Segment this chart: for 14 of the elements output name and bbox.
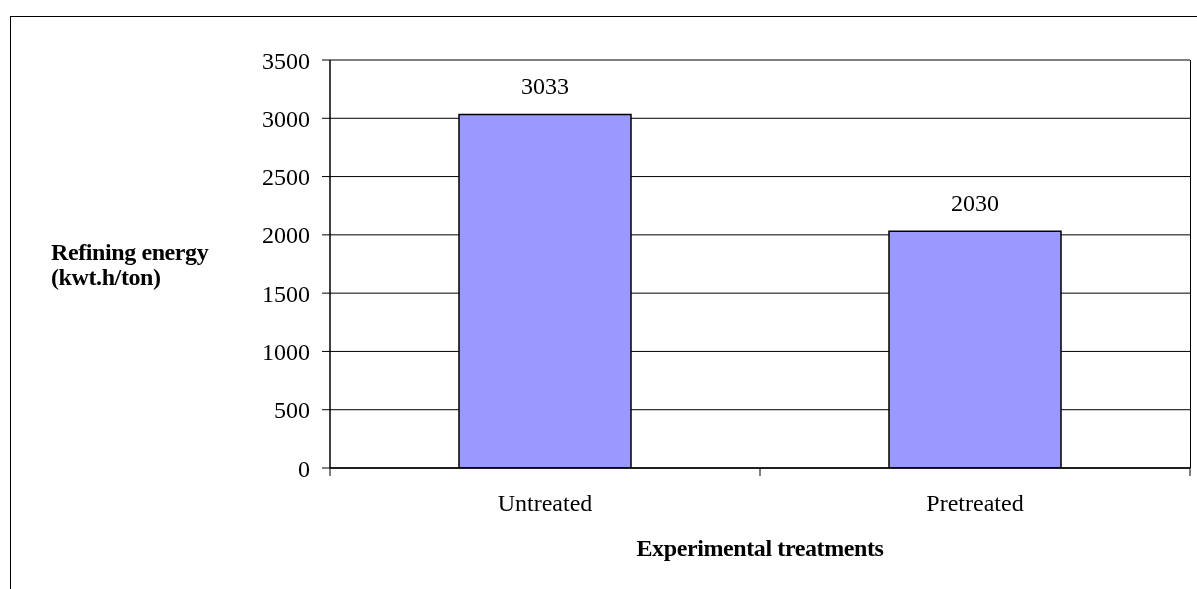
y-tick-label: 500 (274, 397, 310, 424)
x-tick-label: Untreated (497, 490, 593, 516)
y-tick-label: 2000 (262, 222, 310, 249)
y-tick-label: 0 (298, 455, 310, 482)
y-tick-label: 1500 (262, 280, 310, 307)
y-tick-label: 3000 (262, 105, 310, 132)
y-tick-label: 1000 (262, 338, 310, 365)
y-axis-title: Refining energy (kwt.h/ton) (51, 239, 209, 290)
data-label: 2030 (951, 190, 999, 217)
y-tick-label: 2500 (262, 164, 310, 191)
x-axis-title: Experimental treatments (636, 535, 884, 561)
data-label: 3033 (521, 73, 569, 100)
y-tick-label: 3500 (262, 47, 310, 74)
x-tick-label: Pretreated (926, 490, 1024, 516)
